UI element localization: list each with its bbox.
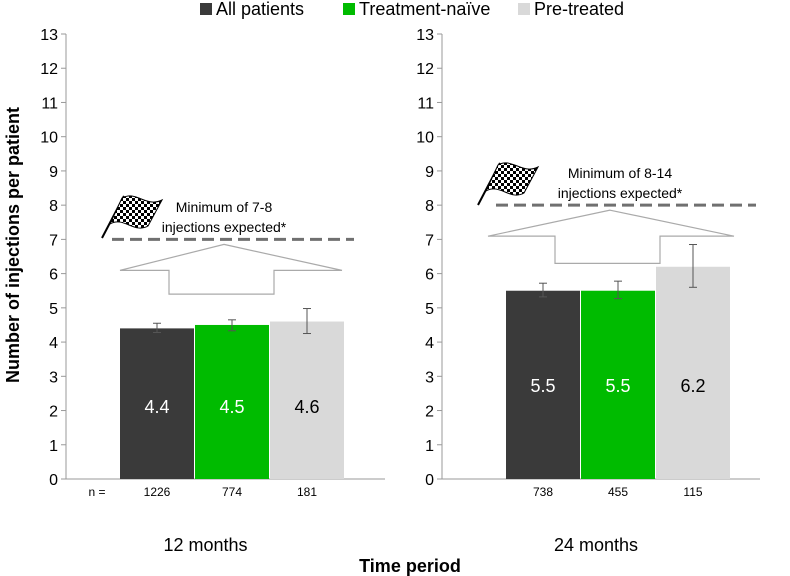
- data-label: 5.5: [605, 376, 630, 396]
- y-tick-label: 10: [416, 130, 434, 147]
- y-tick-label: 5: [49, 301, 58, 318]
- bar-pre-treated-12-months: [270, 321, 344, 479]
- y-tick-label: 1: [49, 438, 58, 455]
- n-label: 1226: [144, 485, 171, 499]
- flag-cloth: [484, 162, 540, 196]
- data-label: 6.2: [680, 376, 705, 396]
- y-tick-label: 0: [49, 472, 58, 489]
- target-annotation-line-2: injections expected*: [558, 185, 683, 201]
- y-tick-label: 10: [40, 130, 58, 147]
- data-label: 4.5: [219, 397, 244, 417]
- y-tick-label: 3: [425, 369, 434, 386]
- y-tick-label: 1: [425, 438, 434, 455]
- y-tick-label: 0: [425, 472, 434, 489]
- y-tick-label: 8: [425, 198, 434, 215]
- n-label: 774: [222, 485, 242, 499]
- n-label: 738: [533, 485, 553, 499]
- y-tick-label: 9: [49, 164, 58, 181]
- target-annotation-line-2: injections expected*: [162, 219, 287, 235]
- y-tick-label: 8: [49, 198, 58, 215]
- y-tick-label: 7: [425, 232, 434, 249]
- y-tick-label: 4: [49, 335, 58, 352]
- flag-cloth: [108, 195, 164, 229]
- up-arrow-shape: [119, 243, 343, 295]
- target-annotation-line-1: Minimum of 8-14: [568, 165, 672, 181]
- data-label: 5.5: [530, 376, 555, 396]
- y-tick-label: 3: [49, 369, 58, 386]
- y-tick-label: 13: [40, 27, 58, 44]
- target-annotation-line-1: Minimum of 7-8: [176, 199, 273, 215]
- y-tick-label: 11: [41, 95, 58, 112]
- n-label: 181: [297, 485, 317, 499]
- y-tick-label: 9: [425, 164, 434, 181]
- checkered-flag-icon: [101, 195, 164, 239]
- y-tick-label: 4: [425, 335, 434, 352]
- y-tick-label: 2: [425, 404, 434, 421]
- bar-all-patients-24-months: [506, 290, 580, 479]
- y-axis-title: Number of injections per patient: [3, 107, 23, 383]
- category-label-24-months: 24 months: [554, 535, 638, 555]
- bar-pre-treated-24-months: [656, 266, 730, 479]
- up-arrow-shape: [487, 209, 735, 264]
- legend: All patients Treatment-naïve Pre-treated: [200, 0, 624, 19]
- n-label: 115: [683, 485, 702, 499]
- legend-label-pre-treated: Pre-treated: [534, 0, 624, 19]
- legend-swatch-all-patients: [200, 3, 212, 15]
- y-tick-label: 5: [425, 301, 434, 318]
- x-axis-title: Time period: [359, 556, 461, 576]
- bar-treatment-naive-24-months: [581, 290, 655, 479]
- bar-treatment-naive-12-months: [195, 324, 269, 479]
- y-tick-label: 7: [49, 232, 58, 249]
- legend-swatch-treatment-naive: [343, 3, 355, 15]
- y-tick-label: 11: [417, 95, 434, 112]
- legend-label-all-patients: All patients: [216, 0, 304, 19]
- legend-label-treatment-naive: Treatment-naïve: [359, 0, 490, 19]
- legend-swatch-pre-treated: [518, 3, 530, 15]
- category-label-12-months: 12 months: [163, 535, 247, 555]
- y-tick-label: 12: [416, 61, 434, 78]
- y-tick-label: 13: [416, 27, 434, 44]
- bar-all-patients-12-months: [120, 328, 194, 479]
- y-tick-label: 6: [425, 267, 434, 284]
- data-label: 4.4: [144, 397, 169, 417]
- y-tick-label: 12: [40, 61, 58, 78]
- data-label: 4.6: [294, 397, 319, 417]
- y-tick-label: 2: [49, 404, 58, 421]
- y-tick-label: 6: [49, 267, 58, 284]
- n-prefix-label: n =: [88, 485, 105, 499]
- n-label: 455: [608, 485, 628, 499]
- checkered-flag-icon: [477, 162, 540, 206]
